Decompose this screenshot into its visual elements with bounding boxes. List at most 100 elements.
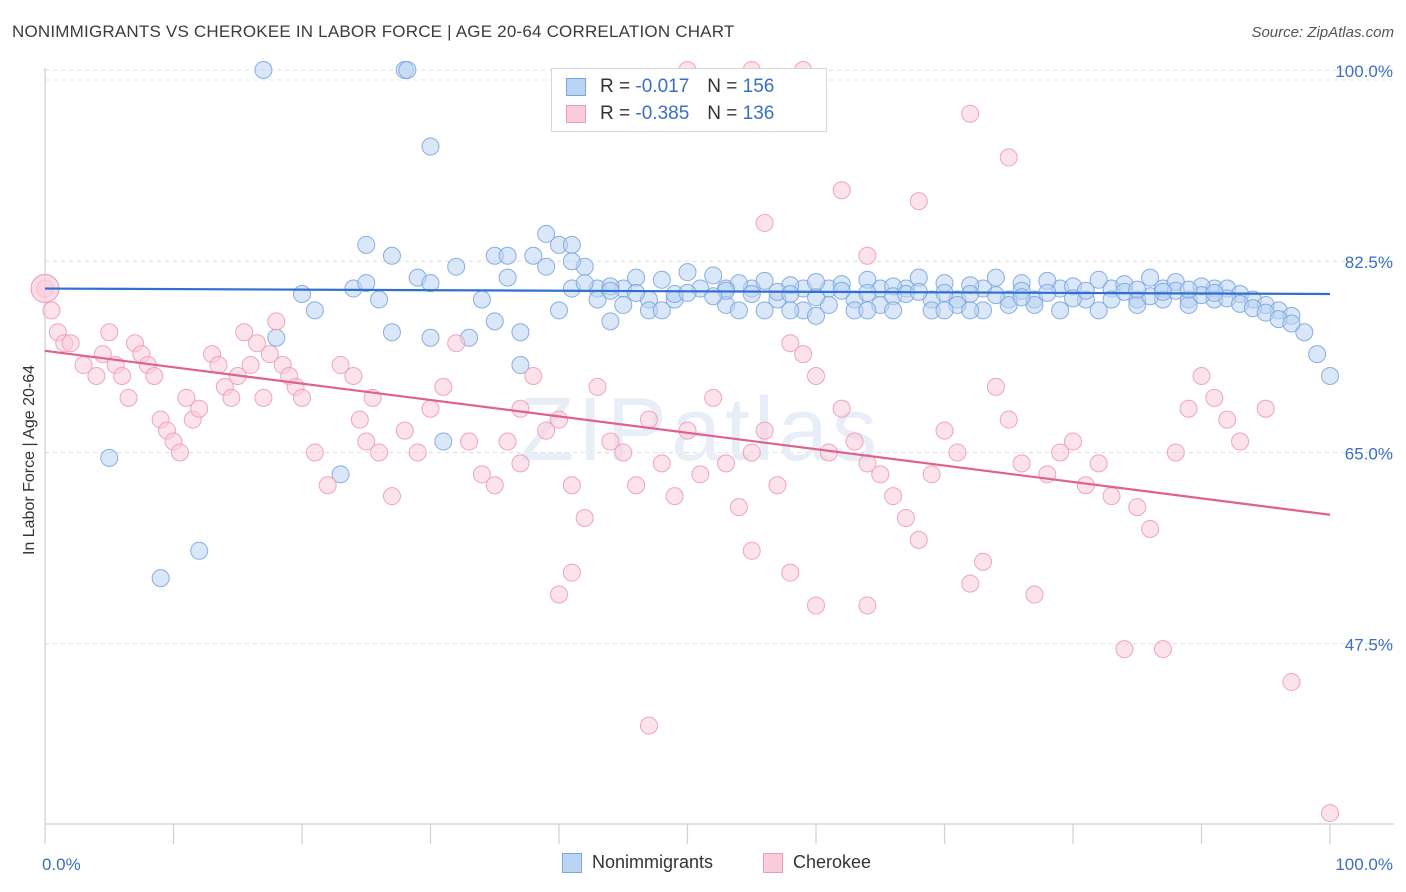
y-tick-label-3: 100.0%: [1335, 62, 1393, 81]
nonimmigrants-point-13: [293, 285, 311, 304]
cherokee-point-87: [909, 530, 928, 549]
nonimmigrants-point-128: [190, 541, 209, 560]
nonimmigrants-point-135: [1089, 301, 1108, 320]
nonimmigrants-point-53: [652, 270, 671, 289]
nonimmigrants-point-160: [807, 306, 825, 325]
cherokee-point-109: [1192, 366, 1211, 385]
legend-n-value: 156: [742, 76, 775, 97]
cherokee-point-32: [260, 345, 279, 364]
cherokee-point-69: [678, 421, 697, 440]
nonimmigrants-point-153: [498, 268, 517, 287]
cherokee-point-54: [485, 476, 504, 495]
cherokee-point-64: [614, 443, 633, 462]
y-tick-label-1: 65.0%: [1345, 444, 1393, 463]
nonimmigrants-point-11: [524, 246, 543, 265]
cherokee-point-41: [344, 366, 363, 385]
cherokee-point-95: [1012, 454, 1031, 473]
nonimmigrants-point-147: [1128, 280, 1147, 299]
cherokee-point-28: [235, 323, 254, 342]
nonimmigrants-point-104: [742, 285, 761, 304]
nonimmigrants-point-161: [858, 301, 877, 320]
cherokee-point-127: [961, 104, 980, 123]
nonimmigrants-point-158: [729, 301, 748, 320]
nonimmigrants-point-4: [537, 224, 556, 243]
cherokee-point-85: [884, 487, 903, 506]
cherokee-point-122: [1282, 672, 1301, 691]
cherokee-point-105: [1141, 519, 1160, 538]
cherokee-point-45: [370, 443, 389, 462]
cherokee-point-79: [807, 366, 825, 385]
cherokee-point-65: [627, 476, 646, 495]
cherokee-point-48: [408, 443, 427, 462]
nonimmigrants-points: [100, 61, 1339, 588]
cherokee-point-67: [652, 454, 671, 473]
cherokee-point-117: [742, 541, 761, 560]
cherokee-point-43: [357, 432, 376, 451]
cherokee-point-93: [986, 377, 1005, 396]
nonimmigrants-point-144: [961, 285, 980, 304]
trend-lines: [44, 287, 1331, 516]
cherokee-point-10: [113, 366, 132, 385]
nonimmigrants-point-8: [382, 246, 401, 265]
nonimmigrants-point-163: [935, 301, 954, 320]
legend-r-label: R =: [600, 76, 631, 97]
cherokee-point-98: [1051, 443, 1070, 462]
cherokee-point-68: [665, 487, 684, 506]
bottom-legend-label-pink: Cherokee: [793, 852, 872, 872]
cherokee-point-6: [87, 366, 106, 385]
cherokee-point-62: [588, 377, 607, 396]
y-tick-label-2: 82.5%: [1345, 253, 1393, 272]
cherokee-point-111: [1218, 410, 1237, 429]
cherokee-point-110: [1205, 388, 1224, 407]
cherokee-point-90: [948, 443, 967, 462]
cherokee-point-86: [896, 509, 915, 528]
cherokee-point-120: [858, 596, 877, 615]
nonimmigrants-point-141: [832, 281, 851, 300]
cherokee-point-53: [472, 465, 491, 484]
cherokee-point-124: [832, 181, 851, 200]
nonimmigrants-point-140: [781, 285, 800, 304]
cherokee-point-99: [1064, 432, 1082, 451]
cherokee-point-76: [768, 476, 787, 495]
cherokee-point-102: [1102, 487, 1121, 506]
bottom-legend-label-blue: Nonimmigrants: [592, 852, 714, 872]
cherokee-point-40: [331, 356, 350, 375]
cherokee-point-78: [794, 345, 813, 364]
correlation-legend: R = -0.017 N = 156 R = -0.385 N = 136: [551, 68, 827, 132]
tick-labels: 47.5% 65.0% 82.5% 100.0% 0.0% 100.0%: [42, 62, 1393, 874]
nonimmigrants-point-109: [986, 286, 1005, 305]
legend-row-cherokee: R = -0.385 N = 136: [566, 102, 774, 126]
nonimmigrants-point-17: [370, 290, 389, 309]
cherokee-point-106: [1153, 640, 1172, 659]
cherokee-point-81: [832, 399, 851, 418]
nonimmigrants-point-146: [1076, 281, 1095, 300]
bottom-legend-swatch-pink: [763, 852, 783, 873]
cherokee-point-22: [190, 399, 209, 418]
nonimmigrants-point-70: [1089, 270, 1108, 289]
nonimmigrants-point-2: [398, 61, 417, 79]
cherokee-point-107: [1166, 443, 1185, 462]
nonimmigrants-point-50: [575, 274, 594, 293]
nonimmigrants-point-83: [1321, 366, 1339, 385]
cherokee-point-126: [909, 192, 928, 211]
cherokee-point-29: [241, 356, 260, 375]
nonimmigrants-point-66: [986, 268, 1005, 287]
cherokee-point-19: [170, 443, 189, 462]
nonimmigrants-point-3: [421, 137, 440, 156]
chart-source: Source: ZipAtlas.com: [1251, 24, 1394, 41]
cherokee-point-30: [248, 334, 267, 353]
nonimmigrants-point-154: [537, 257, 556, 276]
nonimmigrants-point-164: [961, 301, 980, 320]
nonimmigrants-point-138: [678, 283, 697, 302]
nonimmigrants-point-21: [472, 290, 491, 309]
cherokee-point-66: [639, 410, 658, 429]
cherokee-point-84: [871, 465, 890, 484]
cherokee-point-49: [421, 399, 440, 418]
cherokee-point-24: [209, 356, 228, 375]
cherokee-point-91: [961, 574, 980, 593]
nonimmigrants-point-81: [1295, 323, 1314, 342]
cherokee-point-119: [807, 596, 825, 615]
nonimmigrants-point-125: [434, 432, 453, 451]
nonimmigrants-point-151: [421, 328, 440, 347]
nonimmigrants-point-148: [1153, 282, 1172, 301]
